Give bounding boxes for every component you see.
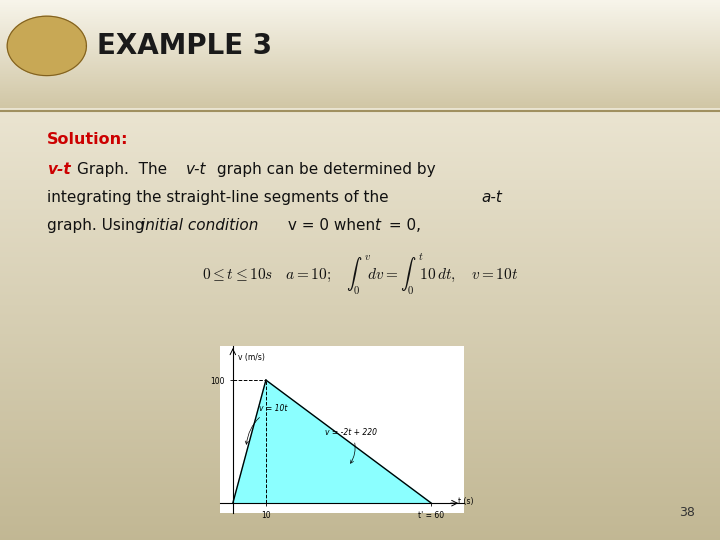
Text: a-t: a-t	[481, 190, 502, 205]
Text: initial condition: initial condition	[141, 218, 258, 233]
Text: = 0,: = 0,	[384, 218, 421, 233]
Text: t (s): t (s)	[458, 497, 473, 507]
Text: Solution:: Solution:	[47, 132, 128, 147]
Text: t: t	[374, 218, 380, 233]
Text: Graph.  The: Graph. The	[77, 162, 172, 177]
Text: v = -2t + 220: v = -2t + 220	[325, 428, 377, 463]
Circle shape	[7, 16, 86, 76]
Text: v = 10t: v = 10t	[246, 404, 288, 444]
Polygon shape	[233, 380, 431, 503]
Text: integrating the straight-line segments of the: integrating the straight-line segments o…	[47, 190, 393, 205]
Text: v (m/s): v (m/s)	[238, 353, 265, 362]
Text: (c): (c)	[351, 487, 369, 500]
Text: $0 \leq t \leq 10s \quad a = 10; \quad \int_0^{\,v}\! dv = \int_0^{\,t}\! 10\,dt: $0 \leq t \leq 10s \quad a = 10; \quad \…	[202, 251, 518, 296]
Text: graph. Using: graph. Using	[47, 218, 149, 233]
Text: v = 0 when: v = 0 when	[283, 218, 380, 233]
Text: 38: 38	[679, 507, 695, 519]
Text: EXAMPLE 3: EXAMPLE 3	[97, 32, 272, 60]
Text: graph can be determined by: graph can be determined by	[212, 162, 436, 177]
Text: v-t: v-t	[186, 162, 206, 177]
Text: v-t: v-t	[47, 162, 71, 177]
